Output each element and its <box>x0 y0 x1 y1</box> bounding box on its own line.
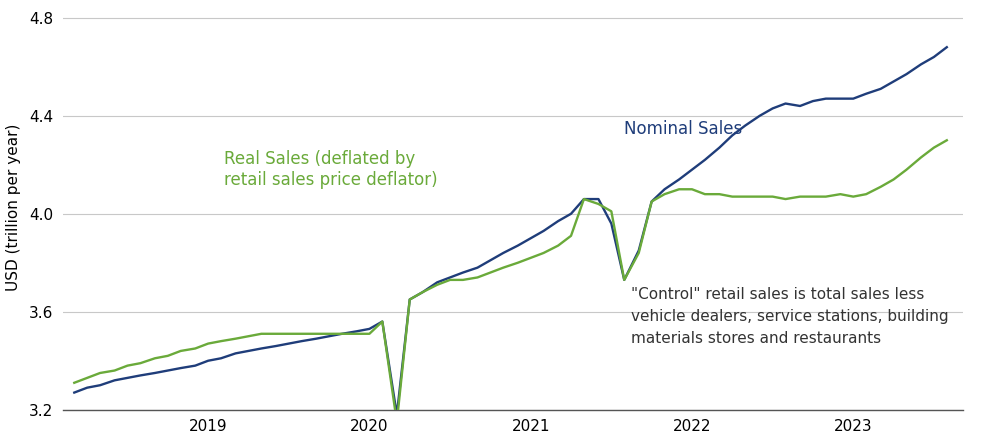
Text: Nominal Sales: Nominal Sales <box>624 120 742 138</box>
Text: Real Sales (deflated by
retail sales price deflator): Real Sales (deflated by retail sales pri… <box>224 150 438 189</box>
Text: "Control" retail sales is total sales less
vehicle dealers, service stations, bu: "Control" retail sales is total sales le… <box>631 286 948 346</box>
Y-axis label: USD (trillion per year): USD (trillion per year) <box>6 124 21 291</box>
